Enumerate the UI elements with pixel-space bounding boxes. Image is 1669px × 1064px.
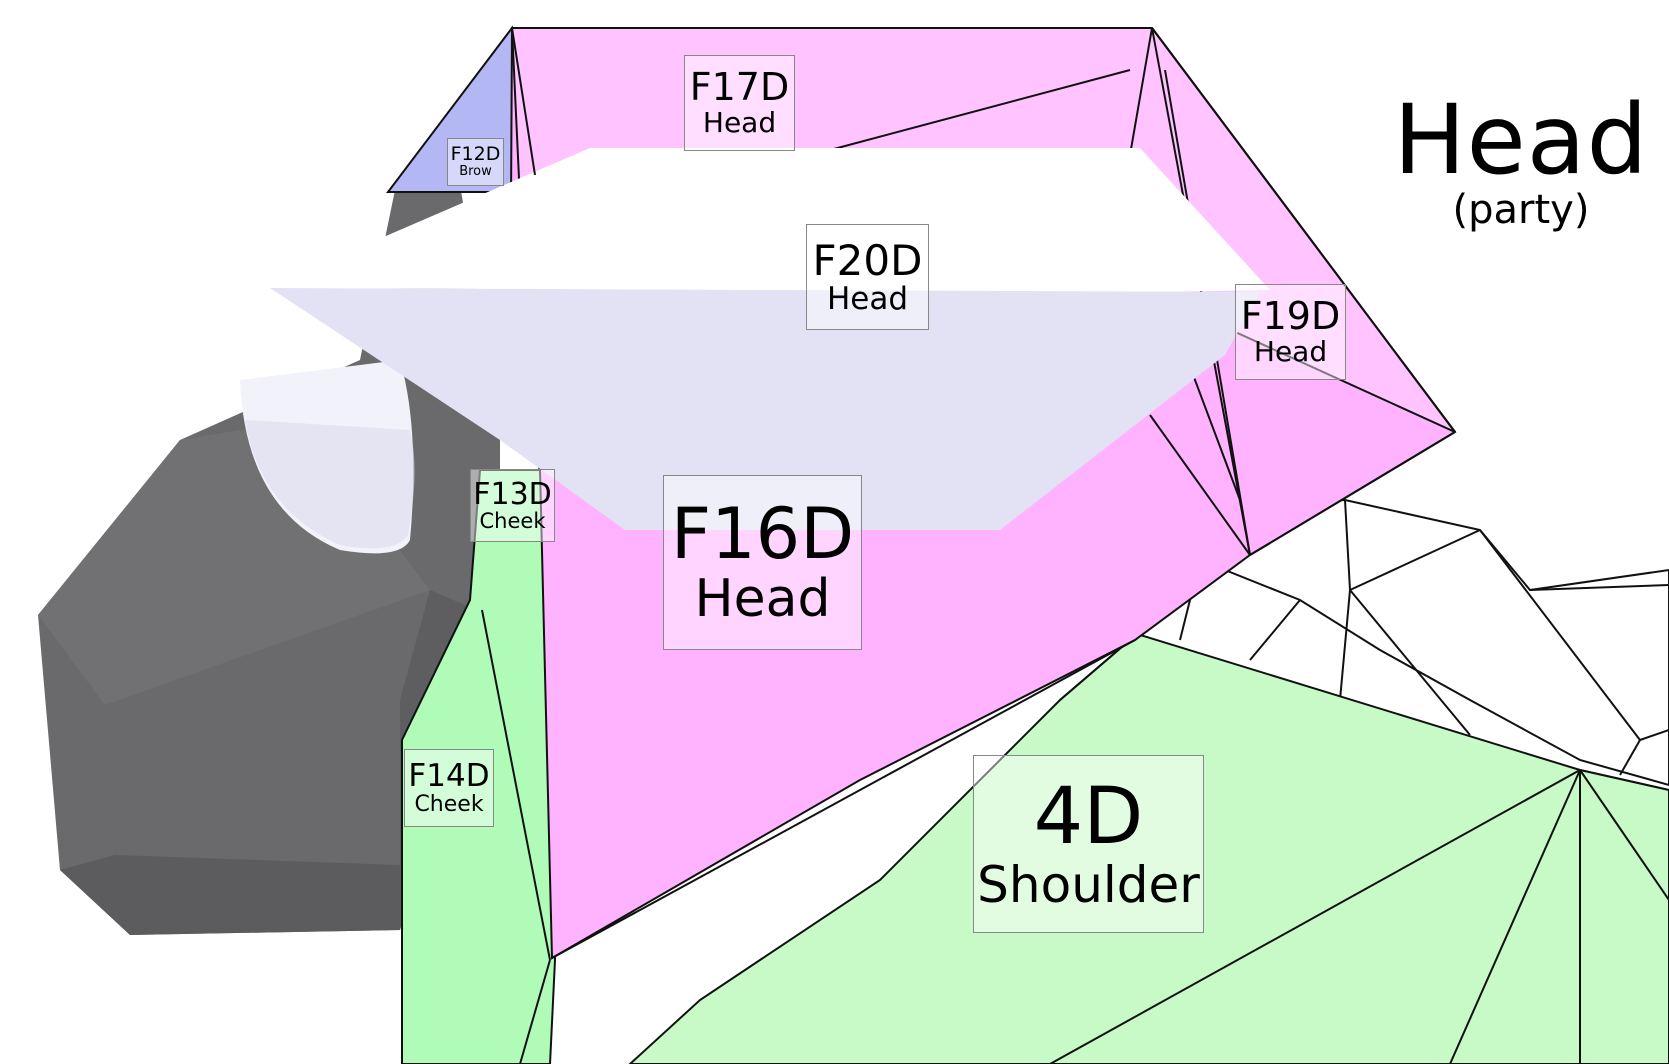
label-code: F17D — [689, 65, 790, 110]
diagram-subtitle: (party) — [1452, 187, 1590, 233]
title-block: Head (party) — [1391, 92, 1651, 232]
diagram-title: Head — [1393, 84, 1649, 196]
label-f13d: F13D Cheek — [470, 469, 555, 542]
label-code: F12D — [450, 143, 501, 166]
label-part: Brow — [459, 164, 492, 180]
label-part: Head — [826, 280, 909, 317]
label-f16d: F16D Head — [663, 475, 862, 650]
label-part: Head — [702, 106, 777, 140]
label-code: F13D — [473, 476, 552, 512]
label-4d: 4D Shoulder — [973, 755, 1204, 933]
label-code: 4D — [1033, 771, 1144, 862]
label-part: Head — [694, 568, 831, 629]
shoulder-panel — [628, 632, 1669, 1064]
label-f12d: F12D Brow — [447, 138, 504, 186]
label-part: Head — [1253, 335, 1328, 369]
label-code: F20D — [812, 235, 923, 285]
back-wireframe — [1179, 498, 1669, 787]
label-part: Cheek — [414, 791, 484, 817]
label-f20d: F20D Head — [806, 224, 929, 330]
label-part: Cheek — [479, 509, 546, 534]
label-f14d: F14D Cheek — [404, 749, 494, 827]
label-part: Shoulder — [977, 855, 1200, 914]
label-f19d: F19D Head — [1235, 284, 1346, 380]
outline — [511, 27, 1456, 959]
visor-panel — [270, 148, 1270, 530]
label-code: F16D — [670, 493, 855, 576]
label-f17d: F17D Head — [684, 55, 795, 151]
label-code: F14D — [408, 758, 490, 795]
label-code: F19D — [1240, 294, 1341, 339]
